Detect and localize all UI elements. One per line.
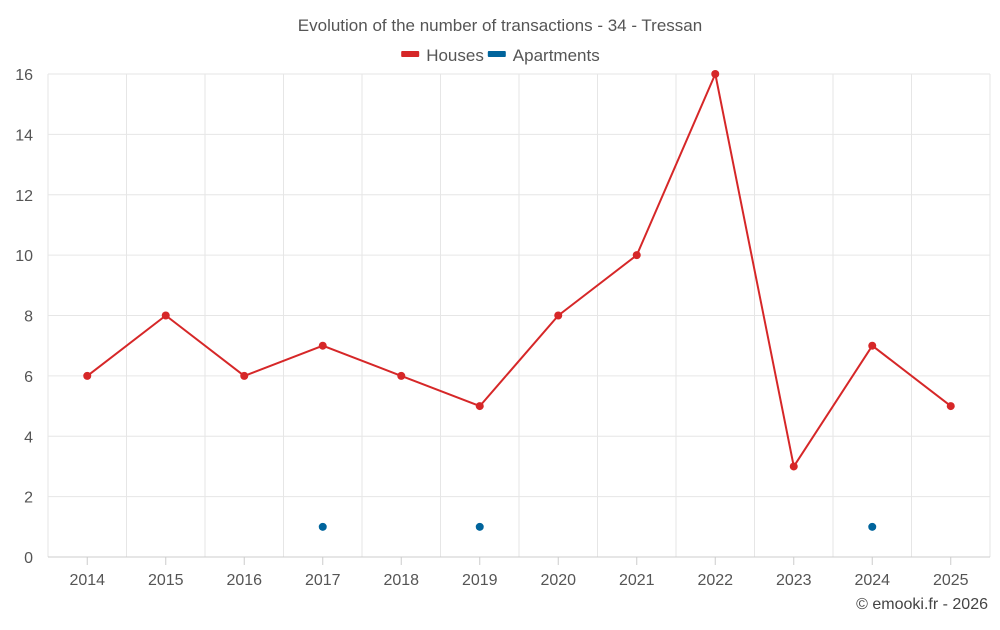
y-tick-label: 14 xyxy=(15,127,33,144)
data-point-houses xyxy=(397,371,406,380)
y-tick-label: 6 xyxy=(24,369,33,386)
legend: Houses Apartments xyxy=(401,46,600,65)
x-tick-label: 2020 xyxy=(540,572,576,589)
data-point-houses xyxy=(240,371,249,380)
data-point-houses xyxy=(83,371,92,380)
x-tick-label: 2021 xyxy=(619,572,655,589)
data-point-apartments xyxy=(318,522,327,531)
data-point-houses xyxy=(475,402,484,411)
x-tick-label: 2022 xyxy=(697,572,733,589)
data-point-apartments xyxy=(868,522,877,531)
data-point-houses xyxy=(789,462,798,471)
y-axis: 0 2 4 6 8 10 12 14 16 xyxy=(15,67,33,567)
y-tick-label: 4 xyxy=(24,429,33,446)
x-axis: 2014 2015 2016 2017 2018 2019 2020 2021 2022 2023… xyxy=(48,556,990,589)
y-tick-label: 16 xyxy=(15,67,33,84)
data-point-houses xyxy=(161,311,170,320)
x-tick-label: 2015 xyxy=(148,572,184,589)
y-tick-label: 2 xyxy=(24,490,33,507)
y-tick-label: 8 xyxy=(24,309,33,326)
x-tick-label: 2016 xyxy=(226,572,262,589)
legend-swatch-houses xyxy=(401,51,420,57)
data-point-houses xyxy=(632,251,641,260)
chart-title: Evolution of the number of transactions … xyxy=(298,16,702,35)
y-tick-label: 12 xyxy=(15,188,33,205)
data-point-houses xyxy=(946,402,955,411)
legend-label-apartments: Apartments xyxy=(513,46,600,65)
x-tick-label: 2014 xyxy=(69,572,105,589)
data-point-houses xyxy=(318,341,327,350)
legend-label-houses: Houses xyxy=(426,46,484,65)
data-point-apartments xyxy=(475,522,484,531)
x-tick-label: 2017 xyxy=(305,572,341,589)
x-tick-label: 2024 xyxy=(854,572,890,589)
x-tick-label: 2019 xyxy=(462,572,498,589)
y-tick-label: 0 xyxy=(24,550,33,567)
data-point-houses xyxy=(711,70,720,78)
credit-label: © emooki.fr - 2026 xyxy=(856,596,988,613)
series-layer xyxy=(83,70,955,531)
y-tick-label: 10 xyxy=(15,248,33,265)
data-point-houses xyxy=(868,341,877,350)
x-tick-label: 2018 xyxy=(383,572,419,589)
grid xyxy=(47,73,991,557)
data-point-houses xyxy=(554,311,563,320)
legend-swatch-apartments xyxy=(487,51,506,57)
x-tick-label: 2023 xyxy=(776,572,812,589)
series-line-houses xyxy=(86,73,952,468)
x-tick-label: 2025 xyxy=(933,572,969,589)
